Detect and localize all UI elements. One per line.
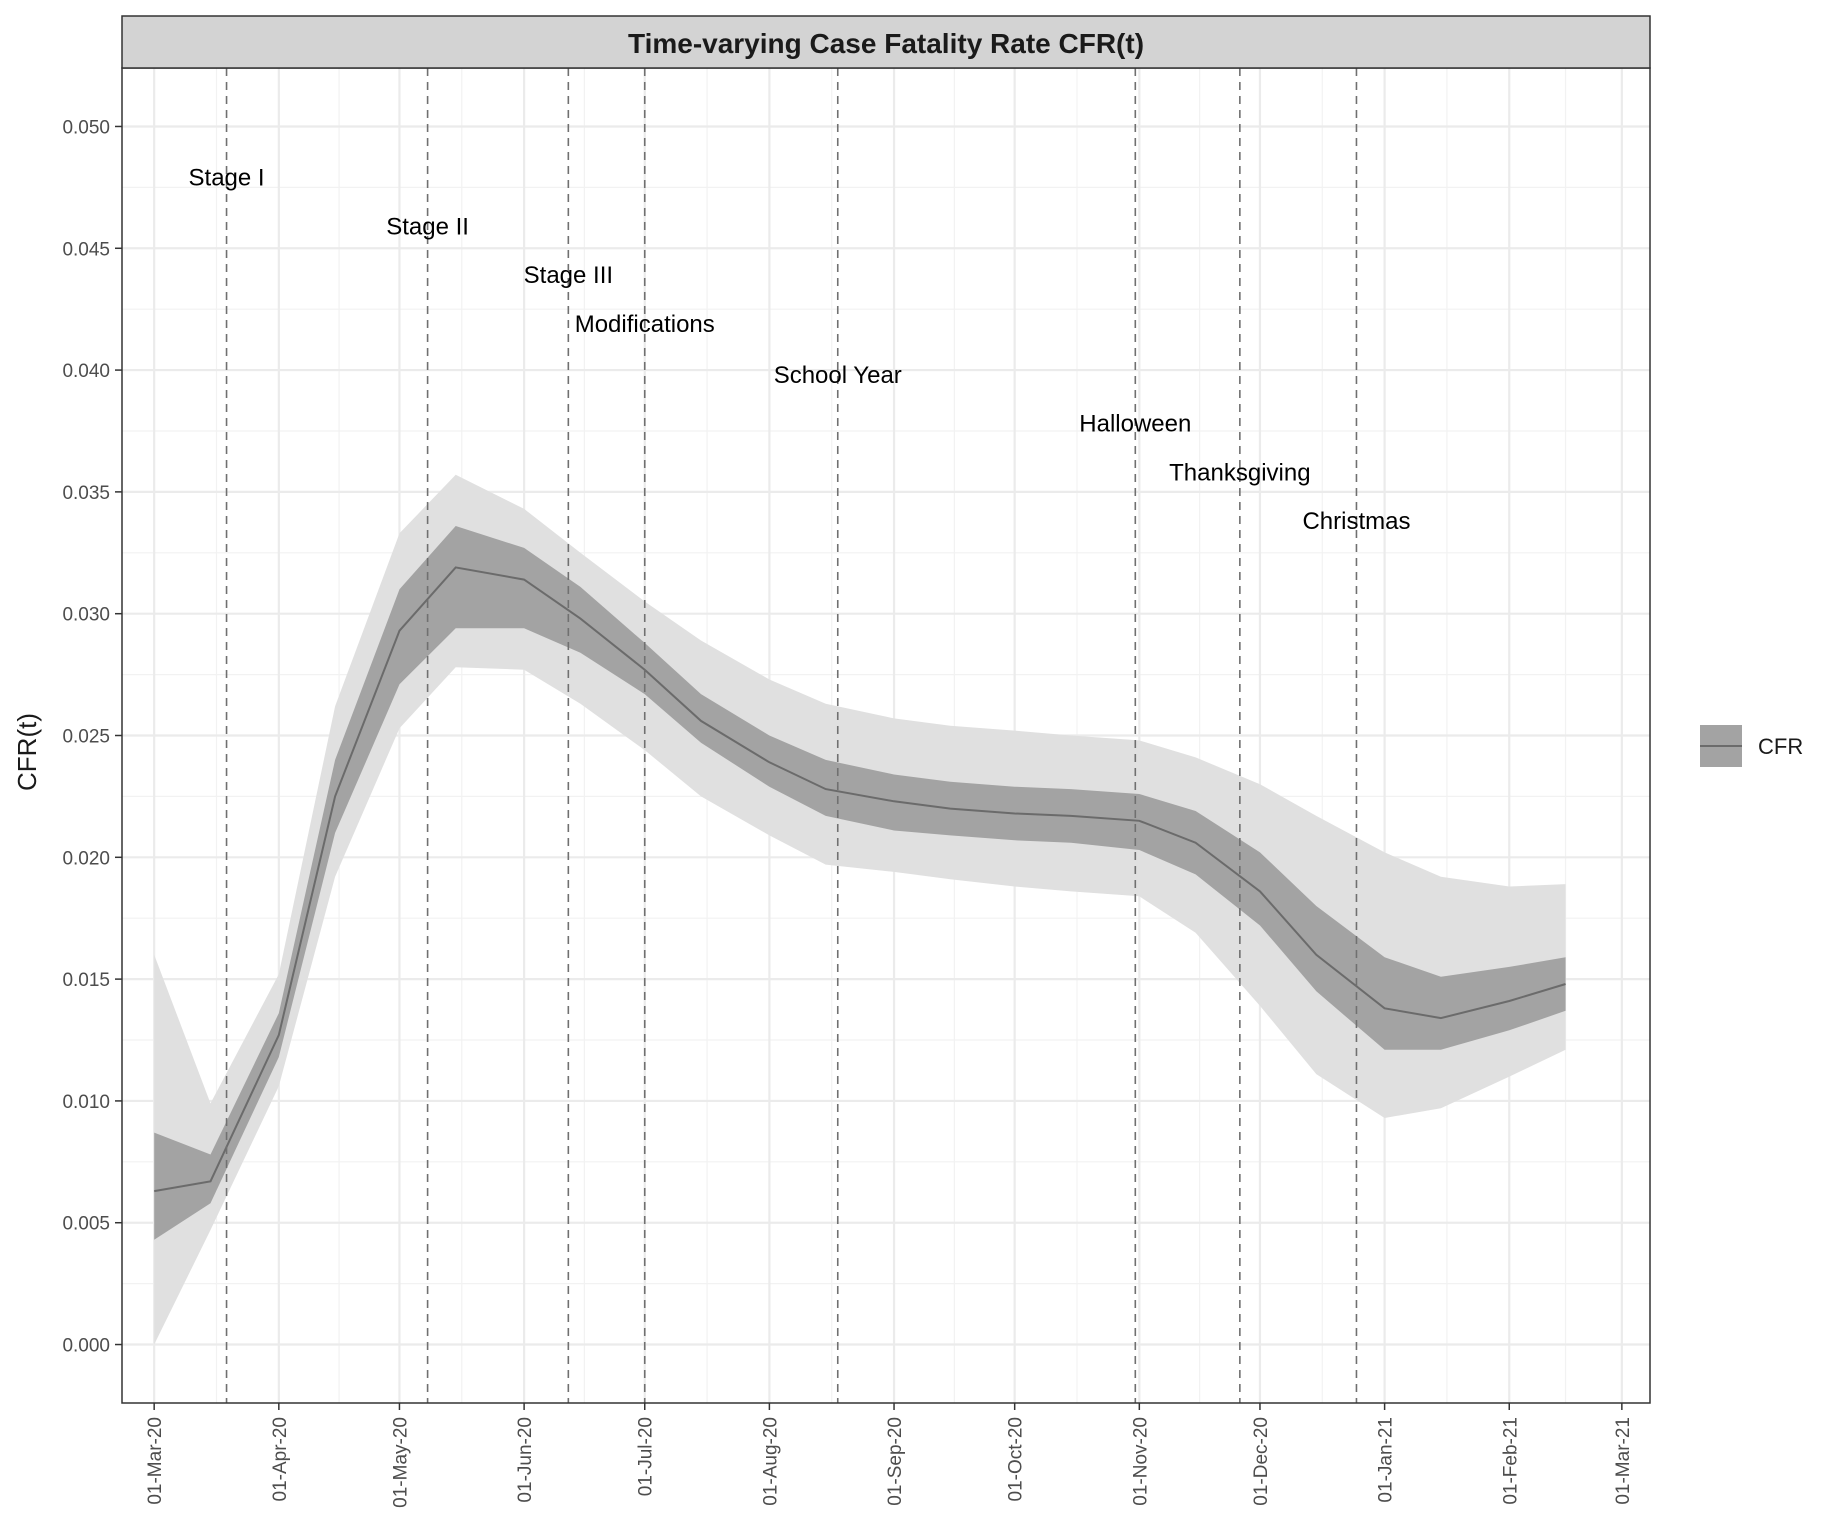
x-tick-label: 01-Feb-21	[1500, 1417, 1521, 1505]
x-tick-label: 01-Dec-20	[1251, 1417, 1272, 1506]
event-label: Thanksgiving	[1169, 459, 1310, 486]
x-tick-label: 01-Aug-20	[760, 1417, 781, 1506]
grid-major-x	[153, 68, 1623, 1403]
event-label: Stage III	[524, 262, 613, 289]
x-tick-label: 01-Jun-20	[515, 1417, 536, 1503]
y-tick-label: 0.010	[62, 1092, 110, 1113]
y-tick-label: 0.030	[62, 605, 110, 626]
event-label: Christmas	[1302, 508, 1410, 535]
facet-strip: Time-varying Case Fatality Rate CFR(t)	[121, 15, 1651, 69]
y-tick-label: 0.020	[62, 848, 110, 869]
x-axis: 01-Mar-20 01-Apr-20 01-May-20 01-Jun-20 01-J…	[145, 1403, 1634, 1508]
x-tick-label: 01-Oct-20	[1006, 1417, 1027, 1501]
legend-label: CFR	[1758, 734, 1803, 759]
event-label: Modifications	[575, 311, 715, 338]
x-tick-label: 01-Mar-21	[1613, 1417, 1634, 1505]
x-tick-label: 01-Mar-20	[145, 1417, 166, 1505]
x-tick-label: 01-May-20	[391, 1417, 412, 1508]
y-axis: 0.000 0.005 0.010 0.015 0.020 0.025 0.030 0.035…	[62, 117, 122, 1357]
event-labels: Stage I Stage II Stage III Modifications Sch…	[189, 165, 1411, 535]
y-axis-title: CFR(t)	[12, 713, 42, 791]
x-tick-label: 01-Jul-20	[636, 1417, 657, 1496]
y-tick-label: 0.000	[62, 1336, 110, 1357]
event-label: Halloween	[1079, 411, 1191, 438]
y-tick-label: 0.015	[62, 970, 110, 991]
x-tick-label: 01-Apr-20	[270, 1417, 291, 1502]
chart-title: Time-varying Case Fatality Rate CFR(t)	[628, 28, 1144, 59]
y-tick-label: 0.050	[62, 117, 110, 138]
x-tick-label: 01-Sep-20	[885, 1417, 906, 1506]
y-tick-label: 0.045	[62, 239, 110, 260]
y-tick-label: 0.005	[62, 1214, 110, 1235]
event-label: School Year	[774, 362, 902, 389]
event-label: Stage I	[189, 165, 265, 192]
strip-background	[121, 15, 1651, 69]
cfr-inner-interval-band	[154, 526, 1566, 1240]
y-tick-label: 0.025	[62, 727, 110, 748]
event-lines	[225, 68, 1358, 1403]
plot-panel: Stage I Stage II Stage III Modifications Sch…	[121, 67, 1651, 1404]
x-tick-label: 01-Jan-21	[1376, 1417, 1397, 1503]
x-tick-label: 01-Nov-20	[1130, 1417, 1151, 1506]
y-tick-label: 0.040	[62, 361, 110, 382]
event-label: Stage II	[386, 213, 469, 240]
cfr-line	[154, 566, 1566, 1193]
legend: CFR	[1700, 725, 1803, 767]
y-tick-label: 0.035	[62, 483, 110, 504]
